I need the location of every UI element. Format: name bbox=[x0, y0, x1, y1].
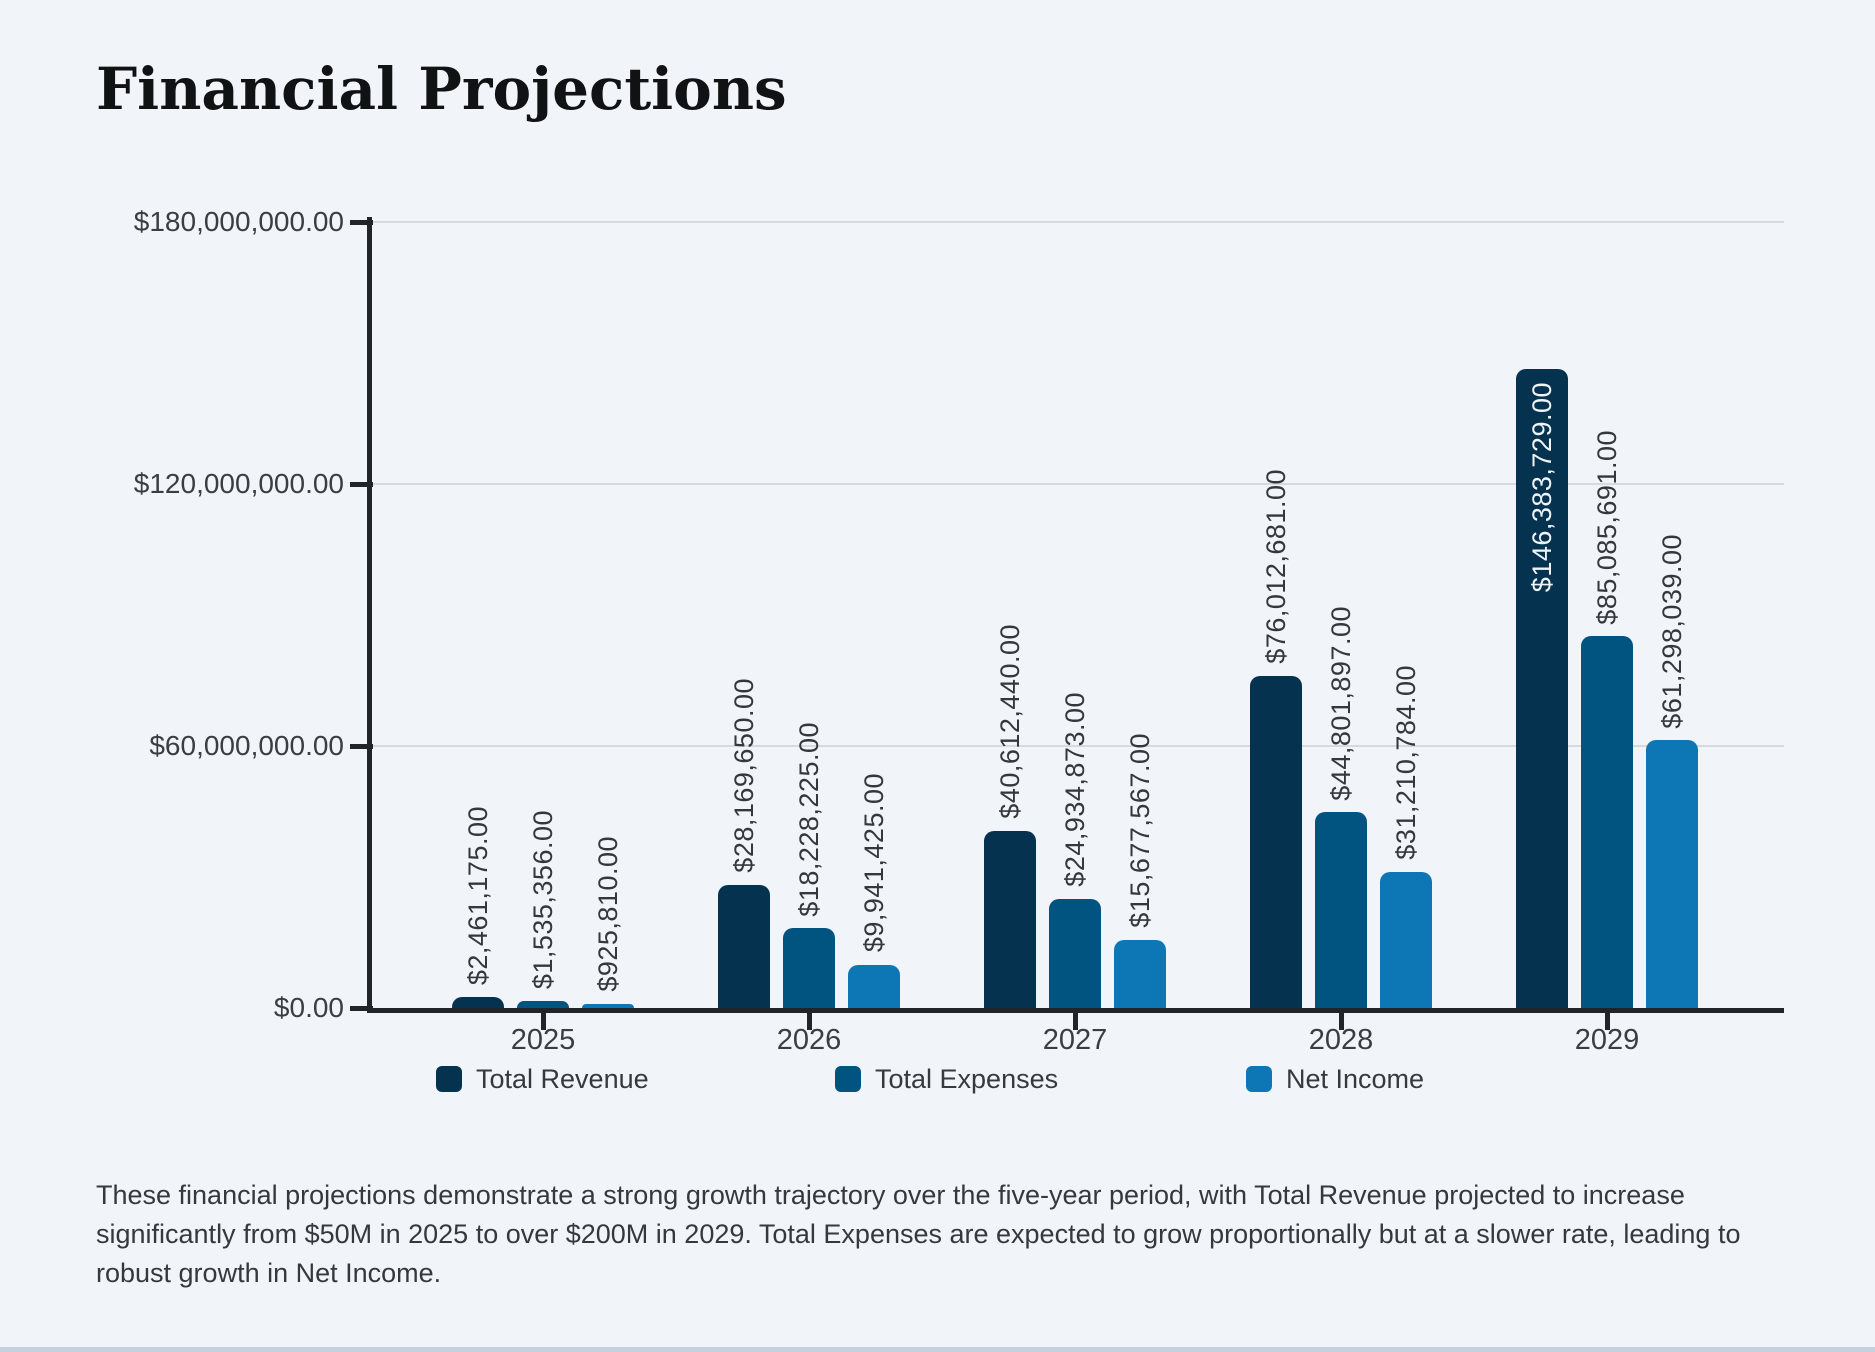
bar-net-income-2029[interactable] bbox=[1646, 740, 1698, 1008]
bar-total-revenue-2025[interactable] bbox=[452, 997, 504, 1008]
x-axis-tick bbox=[1338, 1013, 1344, 1030]
legend-item-total-expenses[interactable]: Total Expenses bbox=[835, 1062, 1058, 1096]
x-axis-tick bbox=[1604, 1013, 1610, 1030]
bar-value-label-net-income-2027: $15,677,567.00 bbox=[1125, 732, 1155, 928]
bar-value-label-total-expenses-2028: $44,801,897.00 bbox=[1326, 605, 1356, 801]
bar-total-expenses-2026[interactable] bbox=[783, 928, 835, 1008]
y-axis-tick bbox=[350, 481, 373, 487]
financial-projections-chart: $0.00 $60,000,000.00 $120,000,000.00 $180,0… bbox=[133, 206, 1784, 1056]
legend-swatch-total-revenue-icon bbox=[436, 1066, 462, 1092]
x-axis-label-2025: 2025 bbox=[510, 1024, 576, 1056]
y-gridline bbox=[372, 221, 1784, 223]
bar-total-revenue-2027[interactable] bbox=[984, 830, 1036, 1008]
bottom-scrollbar[interactable] bbox=[0, 1347, 1875, 1352]
bar-value-label-total-revenue-2026: $28,169,650.00 bbox=[729, 678, 759, 873]
bar-net-income-2028[interactable] bbox=[1380, 871, 1432, 1008]
bar-value-label-total-revenue-2028: $76,012,681.00 bbox=[1261, 469, 1291, 665]
x-axis-line bbox=[367, 1008, 1784, 1013]
bar-value-label-total-revenue-2025: $2,461,175.00 bbox=[463, 806, 493, 986]
y-axis-line bbox=[367, 217, 372, 1013]
bar-value-label-total-expenses-2027: $24,934,873.00 bbox=[1060, 692, 1090, 888]
bar-value-label-total-revenue-2029: $146,383,729.00 bbox=[1527, 381, 1557, 592]
bar-net-income-2026[interactable] bbox=[848, 964, 900, 1008]
bar-net-income-2027[interactable] bbox=[1114, 939, 1166, 1008]
bar-value-label-net-income-2026: $9,941,425.00 bbox=[859, 773, 889, 953]
page-title: Financial Projections bbox=[96, 55, 787, 123]
x-axis-label-2026: 2026 bbox=[776, 1024, 842, 1056]
legend-label-total-expenses: Total Expenses bbox=[875, 1063, 1059, 1094]
x-axis-tick bbox=[540, 1013, 546, 1030]
x-axis-label-2028: 2028 bbox=[1308, 1024, 1374, 1056]
x-axis-tick bbox=[806, 1013, 812, 1030]
chart-description: These financial projections demonstrate … bbox=[96, 1180, 1741, 1288]
y-axis-tick bbox=[350, 219, 373, 225]
y-axis-tick-label: $180,000,000.00 bbox=[133, 206, 344, 237]
y-axis-tick bbox=[350, 743, 373, 749]
y-axis-tick-label: $60,000,000.00 bbox=[149, 730, 344, 761]
bar-total-revenue-2028[interactable] bbox=[1250, 676, 1302, 1008]
bar-value-label-total-revenue-2027: $40,612,440.00 bbox=[995, 623, 1025, 819]
y-axis-tick-label: $0.00 bbox=[273, 992, 344, 1023]
x-axis-tick bbox=[1072, 1013, 1078, 1030]
bar-total-expenses-2025[interactable] bbox=[517, 1001, 569, 1008]
y-axis-tick-label: $120,000,000.00 bbox=[133, 468, 344, 499]
bar-value-label-net-income-2029: $61,298,039.00 bbox=[1657, 533, 1687, 729]
bar-value-label-net-income-2028: $31,210,784.00 bbox=[1391, 665, 1421, 860]
chart-legend: Total Revenue Total Expenses Net Income bbox=[0, 1058, 1875, 1098]
bar-value-label-net-income-2025: $925,810.00 bbox=[593, 836, 623, 992]
y-gridline bbox=[372, 745, 1784, 747]
legend-swatch-total-expenses-icon bbox=[835, 1066, 861, 1092]
legend-item-total-revenue[interactable]: Total Revenue bbox=[436, 1062, 649, 1096]
y-gridline bbox=[372, 483, 1784, 485]
bar-total-expenses-2027[interactable] bbox=[1049, 899, 1101, 1008]
x-axis-label-2029: 2029 bbox=[1574, 1024, 1640, 1056]
bar-value-label-total-expenses-2029: $85,085,691.00 bbox=[1592, 429, 1622, 625]
bar-net-income-2025[interactable] bbox=[582, 1003, 634, 1008]
legend-item-net-income[interactable]: Net Income bbox=[1246, 1062, 1424, 1096]
y-axis-tick bbox=[350, 1005, 373, 1011]
legend-label-net-income: Net Income bbox=[1286, 1063, 1425, 1094]
x-axis-label-2027: 2027 bbox=[1042, 1024, 1108, 1056]
bar-value-label-total-expenses-2026: $18,228,225.00 bbox=[794, 721, 824, 917]
legend-label-total-revenue: Total Revenue bbox=[476, 1063, 649, 1094]
bar-total-expenses-2028[interactable] bbox=[1315, 812, 1367, 1008]
bar-value-label-total-expenses-2025: $1,535,356.00 bbox=[528, 810, 558, 990]
legend-swatch-net-income-icon bbox=[1246, 1066, 1272, 1092]
bar-total-revenue-2029[interactable] bbox=[1516, 368, 1568, 1008]
bar-total-revenue-2026[interactable] bbox=[718, 884, 770, 1008]
bar-total-expenses-2029[interactable] bbox=[1581, 636, 1633, 1008]
